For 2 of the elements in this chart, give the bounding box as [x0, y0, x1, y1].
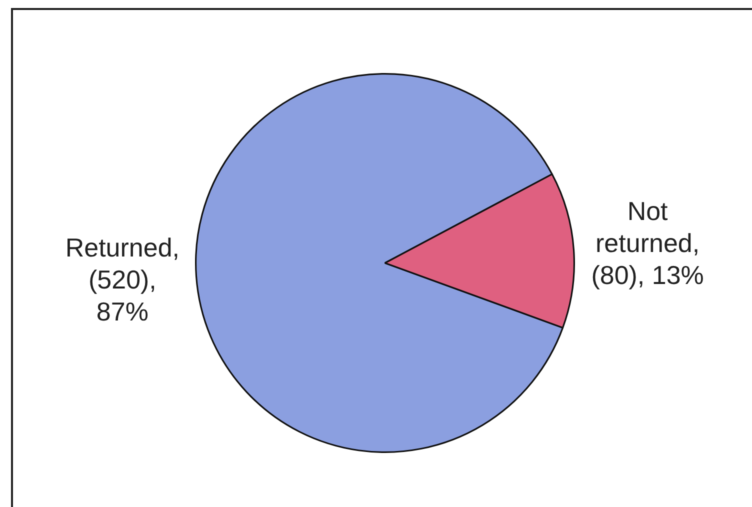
data-label: Returned, (520), 87% — [65, 232, 180, 327]
data-label: Not returned, (80), 13% — [591, 196, 704, 290]
